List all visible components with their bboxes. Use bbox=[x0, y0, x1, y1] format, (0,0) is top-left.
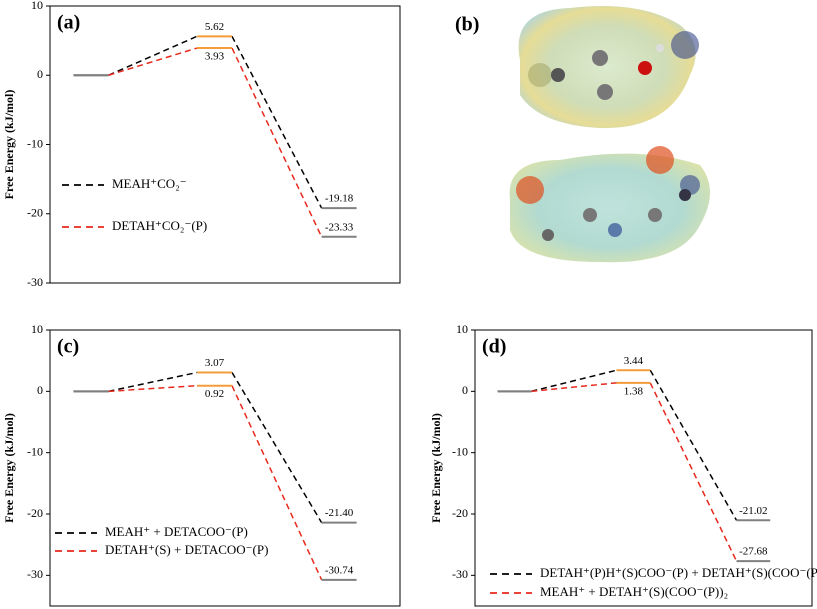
panel-label: (a) bbox=[57, 12, 80, 34]
value-label: -19.18 bbox=[325, 193, 354, 205]
y-tick-label: -30 bbox=[27, 567, 43, 581]
connector bbox=[231, 385, 323, 581]
legend-label: DETAH⁺(P)H⁺(S)COO⁻(P) + DETAH⁺(S)(COO⁻(P… bbox=[540, 565, 817, 580]
legend-label: DETAH⁺CO₂⁻(P) bbox=[112, 218, 207, 233]
plot-frame bbox=[474, 329, 813, 607]
y-tick-label: -30 bbox=[27, 275, 43, 289]
panel-label: (c) bbox=[57, 336, 79, 358]
y-tick-label: 10 bbox=[456, 322, 468, 336]
connector bbox=[231, 35, 323, 209]
y-tick-label: -10 bbox=[452, 444, 468, 458]
y-tick-label: -20 bbox=[452, 506, 468, 520]
y-tick-label: 0 bbox=[37, 383, 43, 397]
value-label: 0.92 bbox=[205, 388, 224, 400]
y-tick-label: -30 bbox=[452, 567, 468, 581]
value-label: -27.68 bbox=[739, 546, 768, 558]
y-tick-label: 0 bbox=[37, 67, 43, 81]
connector bbox=[108, 371, 198, 393]
y-axis-label: Free Energy (kJ/mol) bbox=[2, 90, 16, 200]
legend-label: DETAH⁺(S) + DETACOO⁻(P) bbox=[105, 542, 268, 557]
value-label: 3.07 bbox=[205, 357, 225, 369]
connector bbox=[231, 372, 323, 523]
connector bbox=[108, 35, 198, 76]
value-label: 1.38 bbox=[624, 385, 644, 397]
value-label: -21.02 bbox=[739, 505, 767, 517]
connector bbox=[531, 369, 617, 393]
y-axis-label: Free Energy (kJ/mol) bbox=[2, 413, 16, 523]
y-tick-label: 10 bbox=[31, 0, 43, 12]
legend-label: MEAH⁺ + DETACOO⁻(P) bbox=[105, 524, 248, 539]
y-tick-label: -10 bbox=[27, 444, 43, 458]
panel-label: (b) bbox=[455, 14, 479, 36]
value-label: -30.74 bbox=[325, 564, 354, 576]
connector bbox=[531, 382, 617, 393]
y-axis-label: Free Energy (kJ/mol) bbox=[429, 413, 443, 523]
value-label: 3.44 bbox=[624, 355, 644, 367]
legend-label: MEAH⁺ + DETAH⁺(S)(COO⁻(P))₂ bbox=[540, 584, 728, 599]
y-tick-label: -20 bbox=[27, 506, 43, 520]
value-label: 5.62 bbox=[205, 21, 224, 33]
y-tick-label: 10 bbox=[31, 322, 43, 336]
connector bbox=[108, 47, 198, 76]
connector bbox=[649, 369, 738, 521]
connector bbox=[649, 382, 738, 562]
value-label: -23.33 bbox=[325, 221, 354, 233]
value-label: 3.93 bbox=[205, 51, 225, 63]
y-tick-label: 0 bbox=[462, 383, 468, 397]
connector bbox=[231, 47, 323, 238]
molecule-images bbox=[509, 6, 710, 263]
value-label: -21.40 bbox=[325, 507, 354, 519]
y-tick-label: -20 bbox=[27, 206, 43, 220]
y-tick-label: -10 bbox=[27, 136, 43, 150]
connector bbox=[108, 384, 198, 393]
legend-label: MEAH⁺CO₂⁻ bbox=[112, 176, 187, 191]
panel-label: (d) bbox=[482, 336, 506, 358]
plot-frame bbox=[49, 329, 401, 607]
